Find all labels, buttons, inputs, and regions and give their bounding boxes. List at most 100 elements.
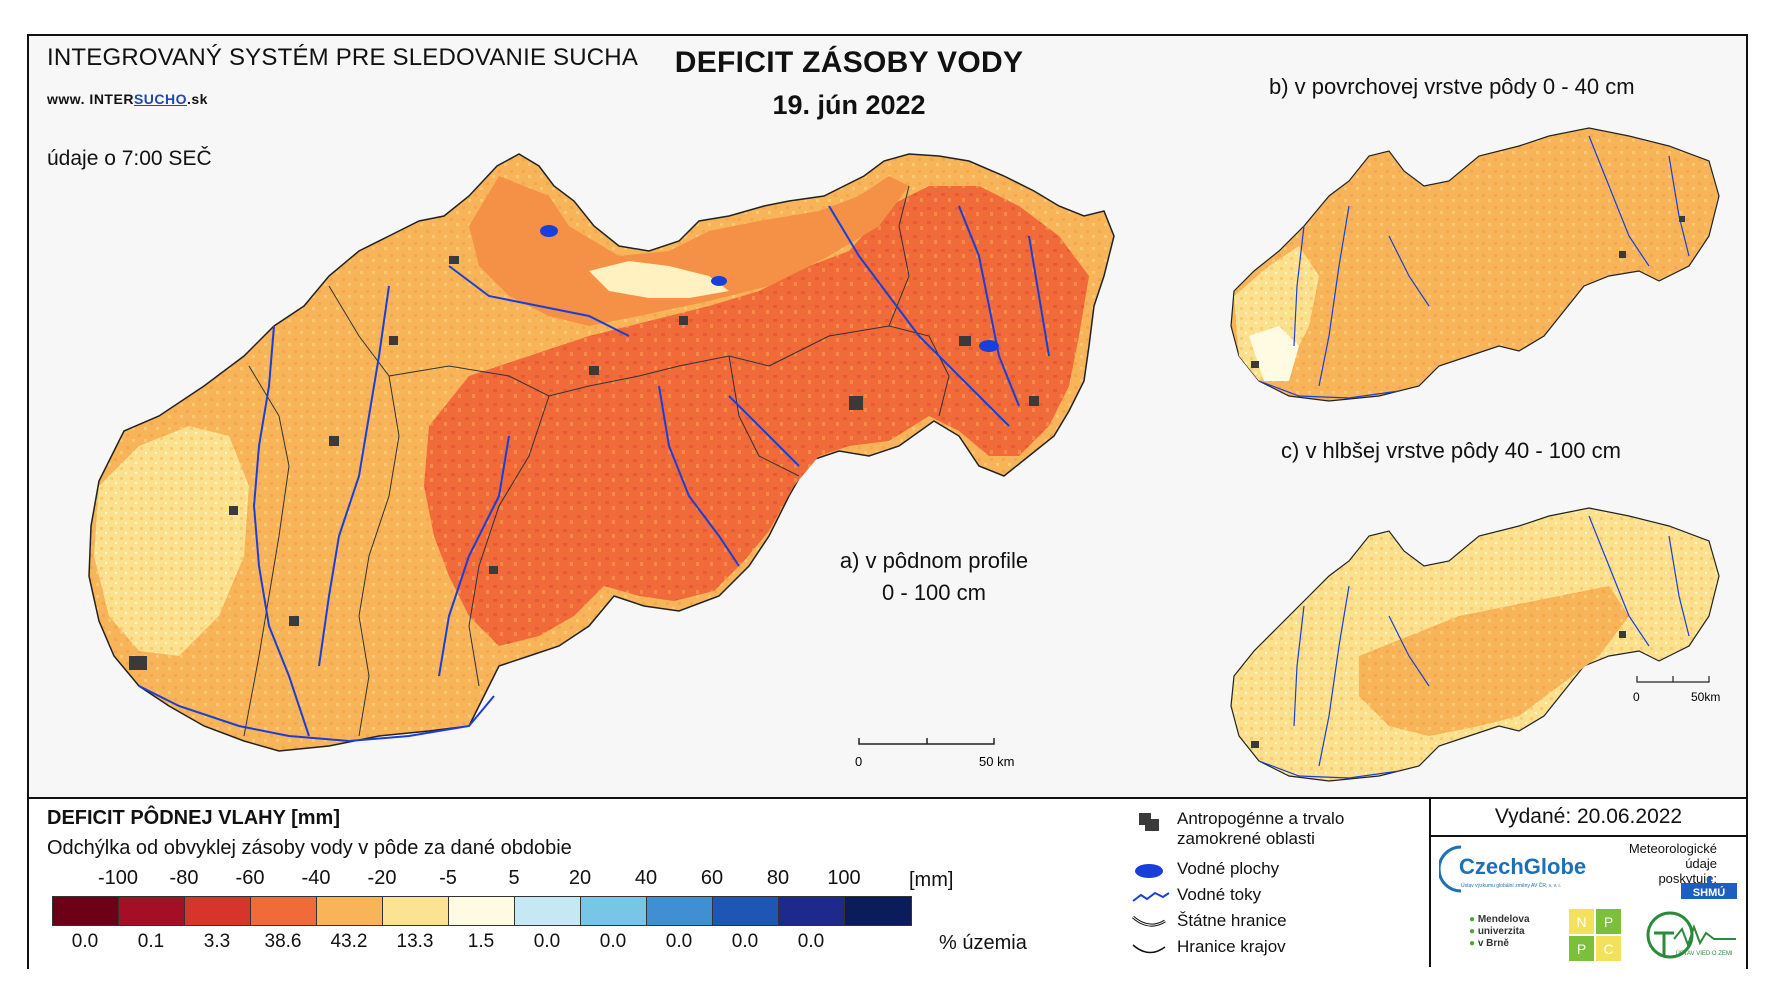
earth-science-institute-logo-icon: ÚSTAV VIED O ZEMI bbox=[1646, 911, 1736, 959]
map-a-depth: 0 - 100 cm bbox=[882, 580, 986, 605]
legend-percent-unit: % územia bbox=[939, 932, 1027, 954]
website-link[interactable]: www. INTERSUCHO.sk bbox=[47, 91, 208, 107]
legend-percent-value: 0.0 bbox=[71, 931, 99, 952]
legend-break-label: -80 bbox=[169, 867, 199, 889]
map-c-label: c) v hlbšej vrstve pôdy 40 - 100 cm bbox=[1281, 438, 1621, 463]
legend-label-urban-2: zamokrené oblasti bbox=[1177, 829, 1315, 848]
legend-percent-value: 43.2 bbox=[330, 931, 368, 952]
deficit-zone-north bbox=[469, 176, 909, 326]
legend-break-label: 80 bbox=[766, 867, 790, 889]
svg-text:N: N bbox=[1576, 914, 1586, 930]
main-scale-bar bbox=[858, 738, 995, 745]
svg-text:SHMÚ: SHMÚ bbox=[1693, 886, 1725, 899]
legend-swatch bbox=[515, 897, 581, 925]
mendel-university-logo: ● Mendelova ● univerzita ● v Brně bbox=[1469, 914, 1530, 949]
system-title: INTEGROVANÝ SYSTÉM PRE SLEDOVANIE SUCHA bbox=[47, 44, 639, 71]
legend-break-label: 5 bbox=[508, 867, 520, 889]
rivers-c bbox=[1258, 515, 1690, 779]
surface-map bbox=[1230, 127, 1720, 402]
legend-swatch bbox=[53, 897, 119, 925]
region-borders bbox=[243, 185, 950, 737]
legend-breaks: -100 -80 -60 -40 -20 -5 5 20 40 60 80 100 bbox=[59, 867, 939, 891]
legend-unit: [mm] bbox=[909, 869, 954, 891]
legend-break-label: 40 bbox=[634, 867, 658, 889]
rivers bbox=[138, 205, 1050, 743]
water-bodies bbox=[540, 225, 999, 352]
legend-percent-value: 0.0 bbox=[665, 931, 693, 952]
deficit-zone-strong bbox=[424, 186, 1089, 646]
legend-break-label: -40 bbox=[301, 867, 331, 889]
map-a-label: a) v pôdnom profile bbox=[839, 548, 1029, 573]
map-b-label: b) v povrchovej vrstve pôdy 0 - 40 cm bbox=[1269, 74, 1635, 99]
svg-text:P: P bbox=[1577, 941, 1586, 957]
water-body-icon bbox=[1135, 864, 1163, 878]
legend-percent-value: 13.3 bbox=[396, 931, 434, 952]
legend-swatch bbox=[383, 897, 449, 925]
legend-swatch bbox=[119, 897, 185, 925]
moist-zone-west bbox=[94, 426, 249, 656]
legend-percent-value: 38.6 bbox=[264, 931, 302, 952]
meteo-line-2: údaje bbox=[1685, 856, 1717, 871]
svg-text:C: C bbox=[1603, 941, 1613, 957]
legend-swatch bbox=[713, 897, 779, 925]
svg-text:P: P bbox=[1604, 914, 1613, 930]
map-panel: 0 50 km bbox=[29, 36, 1746, 796]
mendel-line-3: v Brně bbox=[1477, 938, 1509, 949]
legend-swatch bbox=[251, 897, 317, 925]
czechglobe-logo: CzechGlobe bbox=[1459, 854, 1587, 879]
legend-swatch bbox=[449, 897, 515, 925]
legend-swatch bbox=[317, 897, 383, 925]
legend-break-label: 60 bbox=[700, 867, 724, 889]
main-scale-end: 50 km bbox=[979, 754, 1014, 769]
map-canvas: 0 50 km bbox=[88, 127, 1720, 782]
mendel-line-2: univerzita bbox=[1477, 926, 1525, 937]
legend-break-label: 100 bbox=[827, 867, 861, 889]
main-scale-start: 0 bbox=[855, 754, 862, 769]
legend-label-state-border: Štátne hranice bbox=[1177, 911, 1287, 930]
small-scale-start: 0 bbox=[1633, 690, 1640, 704]
czechglobe-logo-icon bbox=[1439, 845, 1462, 893]
meteo-provider-label: Meteorologické údaje poskytuje: bbox=[1607, 841, 1717, 886]
urban-areas-c bbox=[1251, 631, 1626, 748]
legend-colorbar bbox=[52, 896, 912, 926]
map-frame: 0 50 km bbox=[27, 34, 1748, 969]
legend-break-label: 20 bbox=[568, 867, 592, 889]
small-scale-end: 50km bbox=[1691, 690, 1720, 704]
slovakia-outline-b bbox=[1230, 127, 1720, 402]
svg-text:ÚSTAV VIED O ZEMI: ÚSTAV VIED O ZEMI bbox=[1675, 950, 1732, 957]
czechglobe-subtitle: Ústav výzkumu globální změny AV ČR, v. v… bbox=[1461, 883, 1562, 889]
meteo-line-1: Meteorologické bbox=[1628, 841, 1717, 856]
footer-divider bbox=[1429, 799, 1431, 967]
main-map: 0 50 km bbox=[88, 153, 1115, 769]
legend-swatch bbox=[185, 897, 251, 925]
moist-zone-tatra bbox=[589, 261, 729, 298]
urban-area-icon bbox=[1139, 813, 1159, 831]
orange-zone-c bbox=[1359, 586, 1629, 736]
legend-percent-value: 0.0 bbox=[731, 931, 759, 952]
legend-label-water: Vodné plochy bbox=[1177, 859, 1280, 878]
river-icon bbox=[1132, 891, 1170, 902]
mendel-line-1: Mendelova bbox=[1477, 914, 1530, 925]
legend-break-label: -60 bbox=[235, 867, 265, 889]
legend-swatch bbox=[845, 897, 911, 925]
legend-swatch bbox=[581, 897, 647, 925]
legend-percent-value: 1.5 bbox=[467, 931, 495, 952]
small-scale-bar bbox=[1636, 676, 1710, 683]
legend-break-label: -20 bbox=[367, 867, 397, 889]
legend-label-urban: Antropogénne a trvalo bbox=[1177, 809, 1345, 828]
legend-swatch bbox=[779, 897, 845, 925]
legend-swatch bbox=[647, 897, 713, 925]
meteo-line-3: poskytuje: bbox=[1658, 871, 1717, 886]
website-mid: SUCHO bbox=[133, 91, 187, 107]
legend-percent-value: 0.0 bbox=[797, 931, 825, 952]
legend-label-rivers: Vodné toky bbox=[1177, 885, 1262, 904]
white-zone-b bbox=[1249, 326, 1299, 381]
shmu-logo-icon: SHMÚ bbox=[1681, 877, 1737, 899]
legend-percent-value: 0.0 bbox=[599, 931, 627, 952]
state-border-icon bbox=[1132, 915, 1166, 927]
map-date: 19. jún 2022 bbox=[772, 90, 926, 120]
urban-areas-b bbox=[1251, 216, 1685, 368]
legend-percent-value: 3.3 bbox=[203, 931, 231, 952]
main-title: DEFICIT ZÁSOBY VODY bbox=[674, 46, 1024, 79]
legend-break-label: -5 bbox=[439, 867, 457, 889]
